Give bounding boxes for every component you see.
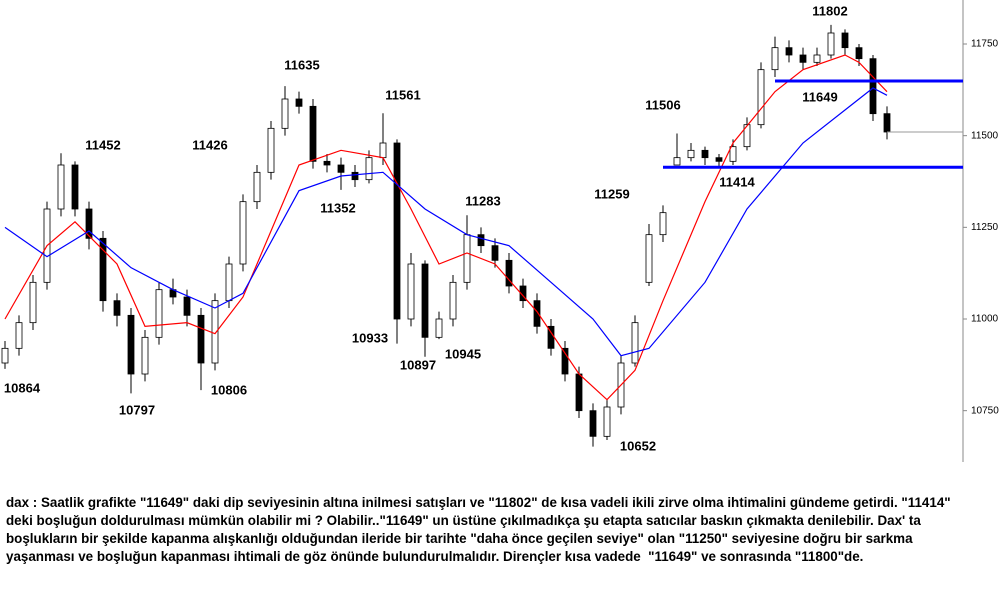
candle-body bbox=[57, 164, 65, 210]
candle-body bbox=[659, 212, 667, 236]
y-tick-label: 11000 bbox=[971, 314, 999, 325]
y-tick-label: 10750 bbox=[971, 405, 999, 416]
price-annotation: 11426 bbox=[192, 137, 227, 152]
candle-body bbox=[309, 105, 317, 162]
candle-body bbox=[113, 300, 121, 316]
candle-body bbox=[519, 285, 527, 302]
candle-body bbox=[323, 160, 331, 166]
candle-body bbox=[337, 164, 345, 173]
candle-body bbox=[743, 124, 751, 148]
price-annotation: 11635 bbox=[284, 57, 319, 72]
candle-body bbox=[715, 157, 723, 162]
price-annotation: 10806 bbox=[211, 382, 247, 397]
candle-body bbox=[99, 237, 107, 302]
candle-body bbox=[295, 98, 303, 107]
price-annotation: 11283 bbox=[465, 193, 500, 208]
candle-body bbox=[491, 245, 499, 261]
candle-body bbox=[225, 263, 233, 302]
price-annotation: 11802 bbox=[812, 3, 847, 18]
price-annotation: 10864 bbox=[4, 380, 41, 395]
price-annotation: 11414 bbox=[719, 174, 755, 189]
candle-body bbox=[449, 281, 457, 320]
candle-body bbox=[1, 347, 9, 364]
candle-body bbox=[141, 336, 149, 375]
candle-body bbox=[757, 69, 765, 126]
price-annotation: 11352 bbox=[320, 200, 355, 215]
candle-body bbox=[883, 113, 891, 133]
candle-body bbox=[365, 157, 373, 181]
candle-body bbox=[631, 322, 639, 364]
candle-body bbox=[281, 98, 289, 129]
candle-body bbox=[505, 259, 513, 287]
candle-body bbox=[645, 234, 653, 283]
chart: 10750 11000 11250 11500 11750 11802 11635 11561… bbox=[1, 0, 999, 462]
candle-body bbox=[869, 58, 877, 115]
candle-body bbox=[71, 164, 79, 210]
price-annotation: 11561 bbox=[385, 87, 420, 102]
candle-body bbox=[407, 263, 415, 320]
moving-average bbox=[4, 54, 888, 401]
candle-body bbox=[267, 127, 275, 173]
candle-body bbox=[155, 289, 163, 338]
candle-body bbox=[533, 300, 541, 327]
candle-body bbox=[183, 296, 191, 316]
candle-body bbox=[435, 318, 443, 338]
candle-body bbox=[799, 54, 807, 63]
price-annotation: 11452 bbox=[85, 137, 120, 152]
candle-body bbox=[29, 281, 37, 324]
candle-body bbox=[589, 410, 597, 437]
candle-body bbox=[239, 201, 247, 265]
price-annotation: 10945 bbox=[445, 346, 481, 361]
price-annotation: 11506 bbox=[645, 97, 680, 112]
candle-body bbox=[673, 157, 681, 166]
candle-body bbox=[813, 54, 821, 63]
candle-body bbox=[211, 300, 219, 364]
price-annotation: 11649 bbox=[802, 89, 837, 104]
candle-body bbox=[855, 47, 863, 60]
candle-body bbox=[421, 263, 429, 338]
candle-body bbox=[603, 406, 611, 437]
y-tick-label: 11500 bbox=[971, 130, 999, 141]
candle-body bbox=[477, 234, 485, 247]
price-annotation: 10652 bbox=[620, 438, 656, 453]
price-annotation: 10797 bbox=[119, 402, 155, 417]
candle-body bbox=[393, 142, 401, 320]
commentary: dax : Saatlik grafikte "11649" daki dip … bbox=[6, 495, 955, 564]
candle-body bbox=[701, 149, 709, 159]
candle-body bbox=[841, 32, 849, 49]
candle-body bbox=[729, 146, 737, 162]
candle-body bbox=[575, 373, 583, 412]
candle-body bbox=[351, 171, 359, 181]
price-annotation: 11259 bbox=[594, 186, 629, 201]
y-tick-label: 11250 bbox=[971, 222, 999, 233]
candle-body bbox=[197, 314, 205, 364]
candle-body bbox=[85, 208, 93, 239]
moving-average bbox=[4, 87, 888, 357]
price-annotation: 10933 bbox=[352, 330, 388, 345]
candle-body bbox=[127, 314, 135, 375]
candle-body bbox=[561, 347, 569, 375]
candle-body bbox=[15, 322, 23, 349]
price-annotation: 10897 bbox=[400, 357, 436, 372]
candle-body bbox=[253, 171, 261, 203]
candle-body bbox=[785, 47, 793, 56]
candle-body bbox=[379, 142, 387, 159]
candle-body bbox=[827, 32, 835, 56]
candle-body bbox=[687, 149, 695, 159]
candle-body bbox=[771, 47, 779, 71]
candle-body bbox=[463, 234, 471, 283]
y-tick-label: 11750 bbox=[971, 39, 999, 50]
